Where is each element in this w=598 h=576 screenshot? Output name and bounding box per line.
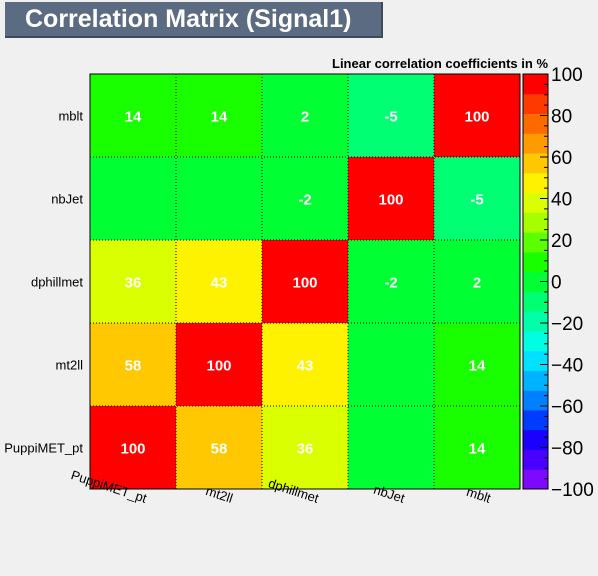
y-tick-label: dphillmet <box>31 275 83 290</box>
heatmap-grid <box>90 74 520 489</box>
color-scale-swatch <box>523 311 548 332</box>
heatmap-cell <box>348 157 434 240</box>
color-scale-swatch <box>523 469 548 490</box>
cell-value-label: 14 <box>469 358 486 375</box>
color-scale-tick-label: 20 <box>551 231 572 252</box>
cell-value-label: 58 <box>211 441 228 458</box>
color-scale-swatch <box>523 192 548 213</box>
color-scale-tick-label: −20 <box>551 314 583 335</box>
color-scale-swatch <box>523 113 548 134</box>
heatmap-cell <box>262 323 348 406</box>
color-scale-swatch <box>523 172 548 194</box>
color-scale-swatch <box>523 390 548 411</box>
color-scale-tick-label: −80 <box>551 439 583 460</box>
cell-value-label: 58 <box>125 358 142 375</box>
heatmap-cell <box>262 406 348 489</box>
heatmap-cell <box>348 406 434 489</box>
y-tick-label: PuppiMET_pt <box>4 441 83 456</box>
heatmap-cell <box>348 323 434 406</box>
cell-value-label: 43 <box>297 358 314 375</box>
color-scale-tick-label: 100 <box>551 65 583 86</box>
y-axis-labels: PuppiMET_pt mt2ll dphillmet nbJet mblt <box>4 109 83 456</box>
heatmap-cell <box>348 74 434 157</box>
heatmap-cell <box>176 323 262 406</box>
cell-value-label: 14 <box>469 441 486 458</box>
heatmap-cell <box>176 406 262 489</box>
color-scale-swatch <box>523 350 548 371</box>
heatmap-cell <box>262 240 348 323</box>
color-scale-tick-label: 0 <box>551 273 562 294</box>
cell-value-label: 36 <box>297 441 314 458</box>
cell-value-label: 100 <box>464 109 489 126</box>
heatmap-cell <box>176 240 262 323</box>
cell-value-label: 2 <box>473 275 481 292</box>
y-tick-label: mt2ll <box>56 358 84 373</box>
cell-value-label: -5 <box>384 109 397 126</box>
cell-value-label: 100 <box>378 192 403 209</box>
color-scale-swatch <box>523 330 548 352</box>
heatmap-cell <box>90 240 176 323</box>
heatmap-cell <box>348 240 434 323</box>
cell-value-label: 43 <box>211 275 228 292</box>
color-scale <box>522 73 549 490</box>
plot-frame <box>89 73 521 490</box>
color-scale-swatch <box>523 153 548 174</box>
color-scale-swatch <box>523 449 548 470</box>
cell-value-label: -5 <box>470 192 483 209</box>
heatmap-cell <box>262 74 348 157</box>
heatmap-cell <box>434 74 520 157</box>
cell-value-labels: 100 58 36 14 58 100 43 14 36 43 100 -2 2 -2 100 -5 14 14 2… <box>120 109 489 458</box>
cell-value-label: 36 <box>125 275 142 292</box>
color-scale-swatch <box>523 232 548 253</box>
heatmap-cell <box>90 74 176 157</box>
heatmap-cell <box>90 406 176 489</box>
cell-value-label: 14 <box>211 109 228 126</box>
heatmap-cell <box>434 240 520 323</box>
color-scale-swatch <box>523 370 548 391</box>
color-scale-tick-label: 80 <box>551 107 572 128</box>
heatmap-cell <box>176 74 262 157</box>
color-scale-swatch <box>523 251 548 273</box>
heatmap-cell <box>434 323 520 406</box>
heatmap-cell <box>90 157 176 240</box>
y-tick-label: mblt <box>58 109 83 124</box>
color-scale-tick-label: 60 <box>551 148 572 169</box>
color-scale-swatch <box>523 291 548 312</box>
chart-title: Correlation Matrix (Signal1) <box>25 5 352 33</box>
color-scale-swatch <box>523 409 548 431</box>
heatmap-cell <box>434 406 520 489</box>
color-scale-tick-label: −60 <box>551 397 583 418</box>
color-scale-swatch <box>523 212 548 233</box>
heatmap-cells <box>90 74 520 489</box>
cell-value-label: -2 <box>384 275 397 292</box>
color-scale-tick-label: −40 <box>551 356 583 377</box>
color-scale-tick-label: −100 <box>551 480 594 501</box>
cell-value-label: 100 <box>206 358 231 375</box>
color-scale-swatch <box>523 429 548 450</box>
title-box: Correlation Matrix (Signal1) <box>5 2 383 38</box>
cell-value-label: 100 <box>292 275 317 292</box>
color-scale-swatch <box>523 74 548 95</box>
color-scale-swatch <box>523 133 548 154</box>
heatmap-cell <box>434 157 520 240</box>
color-scale-swatch <box>523 93 548 115</box>
heatmap-cell <box>176 157 262 240</box>
color-scale-tick-label: 40 <box>551 190 572 211</box>
cell-value-label: 14 <box>125 109 142 126</box>
heatmap-cell <box>262 157 348 240</box>
cell-value-label: 2 <box>301 109 309 126</box>
color-scale-axis: −100 −80 −60 −40 −20 0 20 40 60 80 100 <box>540 65 594 501</box>
x-tick-label: mblt <box>465 484 493 506</box>
cell-value-label: -2 <box>298 192 311 209</box>
color-scale-swatch <box>523 271 548 292</box>
cell-value-label: 100 <box>120 441 145 458</box>
heatmap-cell <box>90 323 176 406</box>
y-tick-label: nbJet <box>51 192 83 207</box>
chart-subtitle: Linear correlation coefficients in % <box>332 56 548 71</box>
